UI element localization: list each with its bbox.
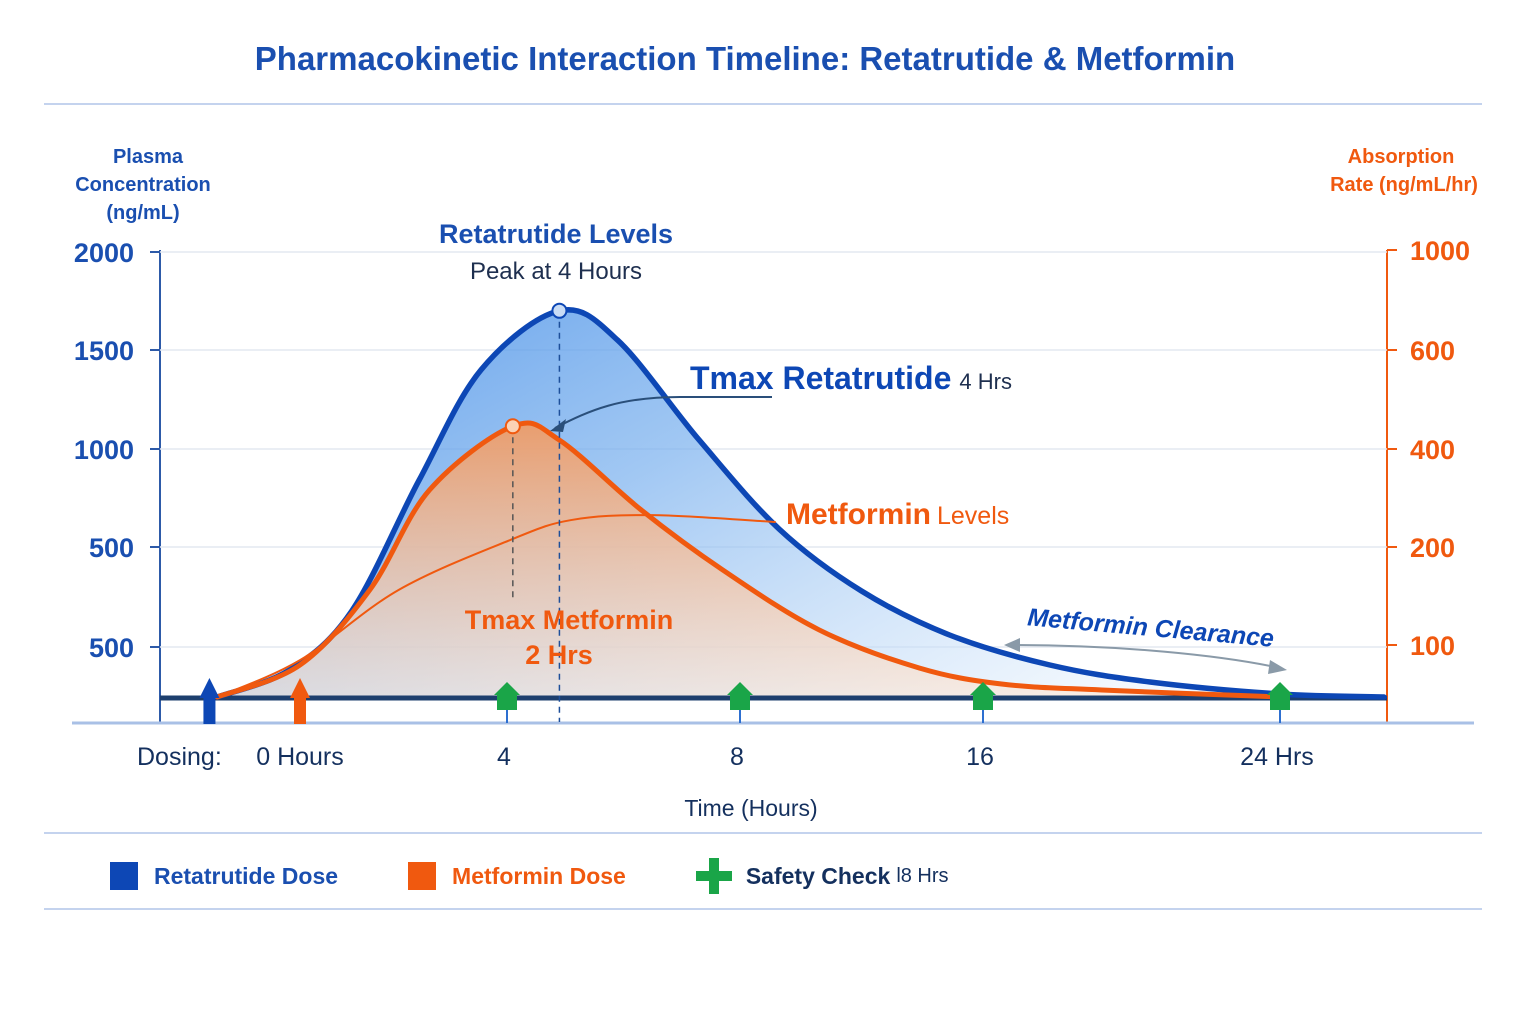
y-right-tick-label: 600 — [1410, 336, 1455, 366]
legend-suffix: l8 Hrs — [896, 864, 949, 887]
annotation-tmax-metformin-hrs: 2 Hrs — [525, 640, 593, 670]
y-right-tick-label: 200 — [1410, 533, 1455, 563]
legend-item-safety: Safety Check l8 Hrs — [695, 858, 949, 894]
x-axis-label: Time (Hours) — [684, 795, 817, 821]
dose-arrow-shaft — [294, 696, 306, 724]
dose-arrow-icon — [199, 678, 220, 698]
safety-check-marker-icon — [727, 682, 753, 710]
retatrutide-line — [214, 307, 1387, 700]
chart-title: Pharmacokinetic Interaction Timeline: Re… — [254, 40, 1236, 77]
orange-square-icon — [408, 862, 437, 890]
y-left-label-2: Concentration — [75, 174, 211, 196]
divider-middle — [44, 832, 1482, 834]
dose-arrow-icon — [290, 678, 310, 698]
x-tick-label: 16 — [966, 743, 994, 771]
y-left-label-3: (ng/mL) — [106, 202, 179, 224]
metformin-line — [214, 420, 1283, 700]
x-tick-label: 4 — [497, 743, 511, 771]
legend: Retatrutide Dose Metformin Dose Safety C… — [110, 858, 1019, 894]
legend-item-retatrutide: Retatrutide Dose — [110, 862, 338, 890]
annotation-tmax-retatrutide: Tmax Retatrutide 4 Hrs — [690, 360, 1012, 396]
green-cross-icon — [695, 858, 732, 894]
annotation-tmax-metformin: Tmax Metformin — [465, 605, 674, 635]
y-right-tick-label: 1000 — [1410, 236, 1470, 266]
arrowhead-icon — [1004, 638, 1020, 652]
metformin-area — [217, 422, 1281, 698]
annotation-retatrutide-levels: Retatrutide Levels — [439, 219, 673, 249]
arrowhead-icon — [1268, 660, 1287, 674]
legend-label: Metformin Dose — [452, 862, 626, 889]
x-tick-label: 8 — [730, 743, 744, 771]
annotation-peak: Peak at 4 Hours — [470, 258, 642, 285]
dose-arrow-shaft — [203, 696, 216, 724]
divider-top — [44, 103, 1482, 105]
clearance-arrow — [1009, 644, 1281, 669]
legend-item-metformin: Metformin Dose — [408, 862, 626, 890]
y-right-label-1: Absorption — [1348, 146, 1455, 168]
y-right-tick-label: 400 — [1410, 435, 1455, 465]
x-tick-label: 24 Hrs — [1240, 743, 1314, 771]
legend-label: Retatrutide Dose — [154, 862, 339, 889]
y-left-tick-label: 2000 — [74, 238, 134, 268]
safety-check-marker-icon — [970, 682, 996, 710]
y-left-tick-label: 500 — [89, 533, 134, 563]
tmax-retatrutide-pointer — [554, 396, 772, 429]
x-tick-label: 0 Hours — [256, 743, 344, 771]
safety-check-marker-icon — [1267, 682, 1293, 710]
retatrutide-peak-point — [551, 302, 568, 319]
y-left-tick-label: 1000 — [74, 435, 134, 465]
legend-label: Safety Check — [745, 862, 891, 889]
metformin-peak-point — [504, 418, 521, 435]
x-tick-prefix: Dosing: — [137, 743, 222, 771]
arrowhead-icon — [550, 419, 566, 432]
y-left-tick-label: 1500 — [74, 336, 134, 366]
metformin-absorption-line — [216, 514, 776, 698]
annotation-metformin-levels: Metformin Levels — [786, 498, 1009, 531]
divider-bottom — [44, 908, 1482, 910]
y-left-tick-label: 500 — [89, 633, 134, 663]
blue-square-icon — [110, 862, 138, 890]
y-right-label-2: Rate (ng/mL/hr) — [1330, 174, 1478, 196]
y-right-tick-label: 100 — [1410, 631, 1455, 661]
safety-check-marker-icon — [494, 682, 520, 710]
y-left-label-1: Plasma — [113, 146, 184, 168]
